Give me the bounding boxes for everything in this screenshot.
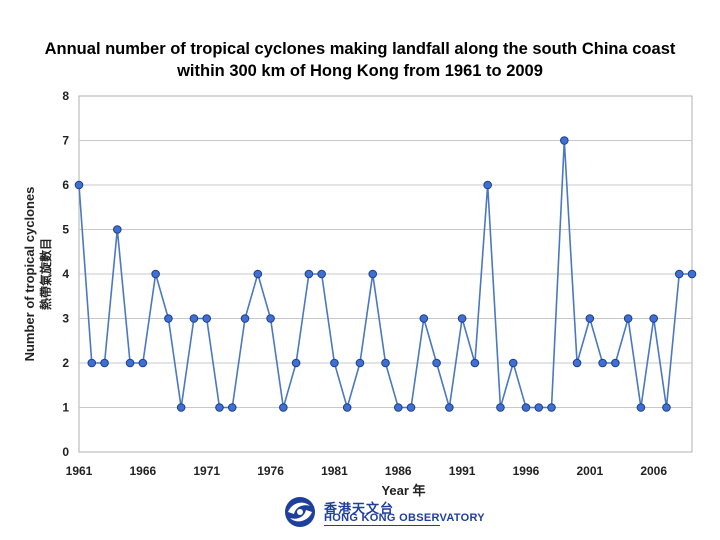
- data-point: [215, 403, 224, 412]
- data-point: [240, 314, 250, 323]
- data-point: [176, 403, 186, 412]
- data-point: [381, 358, 390, 368]
- x-tick-label: 1961: [66, 464, 93, 478]
- data-point: [445, 403, 454, 412]
- data-point: [636, 403, 646, 412]
- data-point: [138, 358, 148, 368]
- data-point: [419, 314, 429, 323]
- data-point: [227, 403, 237, 412]
- data-point: [432, 358, 441, 368]
- logo-name-en: HONG KONG OBSERVATORY: [324, 512, 485, 524]
- data-point: [496, 403, 505, 412]
- y-axis-label: Number of tropical cyclones: [22, 187, 37, 362]
- x-tick-label: 1991: [449, 464, 476, 478]
- y-tick-label: 7: [62, 134, 69, 148]
- x-tick-label: 2006: [640, 464, 667, 478]
- x-tick-label: 1966: [130, 464, 157, 478]
- data-point: [342, 403, 352, 412]
- x-tick-label: 2001: [576, 464, 603, 478]
- data-point: [393, 403, 403, 412]
- data-point: [559, 136, 569, 145]
- chart-title-line-2: within 300 km of Hong Kong from 1961 to …: [177, 62, 543, 80]
- y-tick-label: 0: [62, 445, 69, 459]
- y-tick-label: 3: [62, 312, 69, 326]
- data-point: [521, 403, 531, 412]
- x-tick-label: 1996: [513, 464, 540, 478]
- data-point: [164, 314, 173, 323]
- data-point: [317, 269, 326, 279]
- data-point: [572, 358, 582, 368]
- data-point: [623, 314, 633, 323]
- data-point: [483, 180, 492, 190]
- data-point: [100, 358, 109, 368]
- data-point: [674, 269, 684, 279]
- y-axis-label-zh: 熱帶氣旋數目: [38, 238, 53, 310]
- y-tick-label: 5: [62, 223, 69, 237]
- data-point: [330, 358, 339, 368]
- logo-underline: [324, 525, 440, 526]
- y-tick-label: 1: [62, 401, 69, 415]
- data-point: [649, 314, 658, 323]
- chart-title: Annual number of tropical cyclones makin…: [0, 38, 720, 82]
- data-point: [687, 269, 697, 279]
- data-point: [585, 314, 595, 323]
- data-point: [368, 269, 378, 279]
- data-point: [534, 403, 544, 412]
- data-point: [598, 358, 607, 368]
- data-point: [279, 403, 288, 412]
- logo-name-zh: 香港天文台: [324, 502, 395, 517]
- data-point: [406, 403, 416, 412]
- x-axis-label: Year 年: [381, 483, 425, 498]
- data-point: [355, 358, 365, 368]
- data-point: [611, 358, 620, 368]
- chart-title-line-1: Annual number of tropical cyclones makin…: [44, 40, 676, 58]
- data-point: [508, 358, 518, 368]
- data-point: [189, 314, 199, 323]
- y-tick-label: 6: [62, 178, 69, 192]
- data-point: [202, 314, 212, 323]
- x-tick-label: 1986: [385, 464, 412, 478]
- y-tick-label: 2: [62, 356, 69, 370]
- data-point: [125, 358, 135, 368]
- data-point: [662, 403, 671, 412]
- data-point: [304, 269, 314, 279]
- x-tick-label: 1971: [193, 464, 220, 478]
- data-point: [74, 180, 84, 190]
- observatory-emblem-icon: [285, 497, 315, 527]
- data-point: [470, 358, 480, 368]
- x-tick-label: 1976: [257, 464, 284, 478]
- data-point: [253, 269, 263, 279]
- x-tick-label: 1981: [321, 464, 348, 478]
- data-point: [457, 314, 467, 323]
- data-point: [266, 314, 275, 323]
- data-point: [291, 358, 301, 368]
- data-point: [113, 225, 122, 234]
- y-tick-label: 4: [62, 267, 69, 281]
- data-point: [151, 269, 160, 279]
- data-point: [87, 358, 97, 368]
- hong-kong-observatory-logo: 香港天文台 HONG KONG OBSERVATORY: [282, 496, 485, 528]
- y-tick-label: 8: [62, 89, 69, 103]
- data-point: [547, 403, 556, 412]
